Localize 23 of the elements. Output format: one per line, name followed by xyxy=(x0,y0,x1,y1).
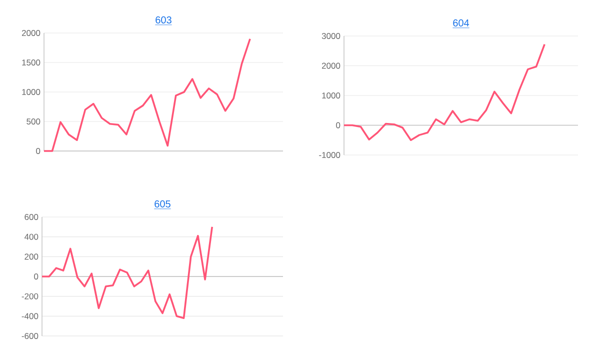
y-tick-label: -1000 xyxy=(319,152,340,158)
y-tick-label: 2000 xyxy=(22,30,40,36)
y-tick-label: 0 xyxy=(336,122,340,128)
y-tick-label: 1000 xyxy=(22,88,40,95)
line-series xyxy=(41,226,214,320)
y-tick-label: -400 xyxy=(22,313,38,320)
line-series xyxy=(343,43,546,142)
y-tick-label: 400 xyxy=(24,234,38,240)
chart-title: 603 xyxy=(156,16,172,24)
y-tick-label: 0 xyxy=(34,273,38,280)
y-tick-label: 0 xyxy=(36,148,40,154)
y-tick-label: 1500 xyxy=(22,59,40,66)
line-series xyxy=(43,38,251,152)
y-tick-label: 2000 xyxy=(322,62,340,69)
y-tick-label: -200 xyxy=(22,293,38,300)
y-tick-label: -600 xyxy=(22,332,38,339)
chart-title: 605 xyxy=(154,200,170,208)
y-tick-label: 600 xyxy=(24,214,38,220)
y-tick-label: 500 xyxy=(26,118,40,124)
y-tick-label: 200 xyxy=(24,254,38,260)
y-tick-label: 1000 xyxy=(322,92,340,98)
y-tick-label: 3000 xyxy=(322,32,340,40)
chart-title: 604 xyxy=(453,19,470,26)
